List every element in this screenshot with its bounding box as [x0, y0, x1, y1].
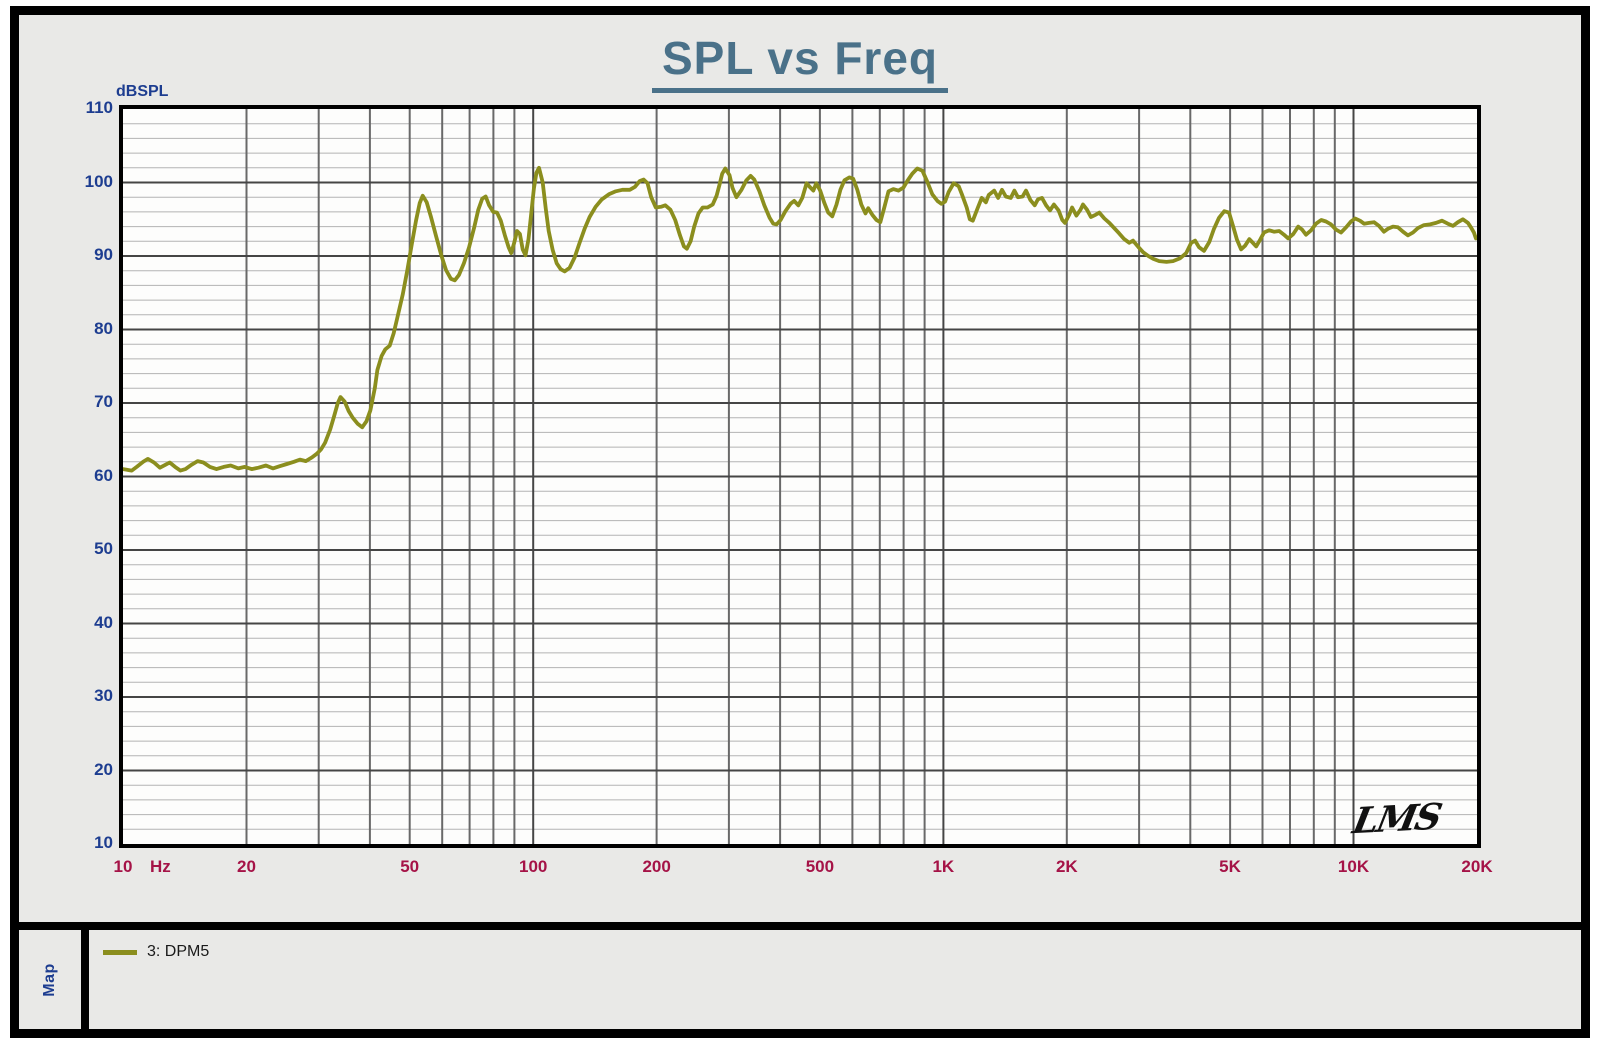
legend-area: 3: DPM5	[89, 930, 1581, 1029]
spl-curve-chart	[123, 109, 1477, 844]
map-separator	[81, 930, 89, 1029]
y-tick-label: 100	[84, 171, 113, 191]
x-tick-label: 100	[518, 857, 548, 876]
map-sidebar: Map	[19, 930, 81, 1029]
y-tick-label: 10	[94, 833, 113, 852]
page-title: SPL vs Freq	[19, 31, 1581, 93]
x-tick-label: 500	[805, 857, 835, 876]
y-axis-title: dBSPL	[116, 83, 169, 100]
y-tick-label: 50	[94, 539, 113, 558]
y-tick-label: 70	[94, 392, 113, 411]
legend-band	[19, 930, 1581, 1029]
x-tick-label: 50	[400, 857, 420, 876]
map-sidebar-label: Map	[41, 962, 58, 997]
y-tick-label: 60	[94, 465, 113, 485]
y-tick-label: 30	[94, 686, 113, 705]
lms-watermark: LMS	[1349, 795, 1444, 843]
legend-item-label: 3: DPM5	[147, 943, 210, 960]
y-tick-label: 110	[85, 98, 113, 117]
y-tick-label: 40	[94, 612, 113, 632]
chart-region: SPL vs Freq dBSPL 110 100 90 80 70 60 50 40 30 20…	[19, 15, 1581, 1029]
legend-swatch	[103, 949, 137, 955]
legend-item: 3: DPM5	[103, 943, 209, 961]
x-tick-label: 2K	[1055, 857, 1078, 876]
x-tick-label: 20	[237, 857, 256, 876]
x-tick-label: 20K	[1461, 857, 1493, 876]
y-tick-label: 80	[94, 318, 113, 338]
x-tick-label: 10	[113, 857, 133, 876]
x-tick-label: 5K	[1219, 857, 1241, 876]
x-axis-unit: Hz	[150, 857, 171, 876]
x-tick-label: 1K	[932, 857, 955, 876]
x-tick-label: 10K	[1337, 857, 1370, 876]
x-tick-label: 200	[642, 857, 671, 876]
y-tick-label: 20	[94, 759, 113, 779]
chart-frame: SPL vs Freq dBSPL 110 100 90 80 70 60 50 40 30 20…	[10, 6, 1590, 1038]
plot-area: LMS	[119, 105, 1481, 848]
y-tick-label: 90	[94, 245, 113, 264]
x-axis-ticks: Hz 10 20 50 100 200 500 1K 2K 5K 10K 20K	[19, 857, 1581, 883]
legend-divider	[19, 922, 1581, 930]
